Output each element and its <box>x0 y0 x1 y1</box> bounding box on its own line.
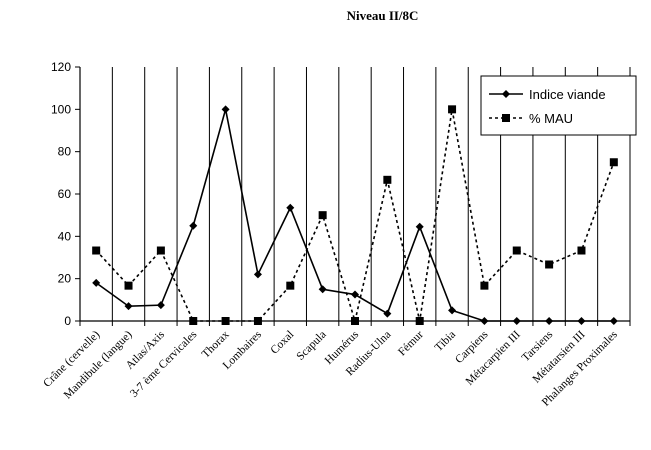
data-point-indice-viande <box>351 290 359 299</box>
data-point-indice-viande <box>448 306 457 315</box>
x-category-label: Crâne (cervelle) <box>41 329 102 390</box>
x-category-label: Fémur <box>396 329 426 359</box>
legend-label: Indice viande <box>529 87 606 102</box>
data-point-indice-viande <box>221 105 230 114</box>
data-point-pct-mau <box>351 317 359 325</box>
data-point-pct-mau <box>480 281 489 290</box>
data-point-indice-viande <box>189 221 198 230</box>
legend-marker-square <box>502 114 510 122</box>
data-point-indice-viande <box>383 309 392 318</box>
y-tick-label: 120 <box>51 60 71 74</box>
data-point-pct-mau <box>253 317 262 325</box>
data-point-indice-viande <box>92 278 101 287</box>
data-point-pct-mau <box>609 158 618 167</box>
data-point-pct-mau <box>577 246 586 255</box>
data-point-indice-viande <box>286 203 295 212</box>
data-point-indice-viande <box>512 317 521 325</box>
data-point-pct-mau <box>383 175 392 184</box>
y-tick-label: 0 <box>64 314 71 328</box>
series-line-pct-mau <box>95 109 615 325</box>
data-point-indice-viande <box>545 317 554 325</box>
data-point-pct-mau <box>124 281 133 290</box>
series <box>92 105 618 325</box>
data-point-pct-mau <box>415 317 424 325</box>
data-point-indice-viande <box>156 301 165 310</box>
y-tick-label: 60 <box>58 187 72 201</box>
data-point-pct-mau <box>448 105 457 114</box>
data-point-indice-viande <box>415 222 424 231</box>
y-tick-label: 80 <box>58 145 72 159</box>
data-point-indice-viande <box>609 317 618 325</box>
data-point-indice-viande <box>318 285 327 294</box>
y-tick-label: 40 <box>58 229 72 243</box>
legend-box <box>480 75 637 136</box>
series-line-indice-viande <box>95 109 614 322</box>
data-point-pct-mau <box>221 317 230 325</box>
data-point-pct-mau <box>156 246 165 255</box>
data-point-pct-mau <box>92 246 101 255</box>
data-point-indice-viande <box>480 317 489 325</box>
y-tick-label: 100 <box>51 102 71 116</box>
chart-title: Niveau II/8C <box>346 8 419 23</box>
legend: Indice viande % MAU <box>480 75 637 136</box>
data-point-indice-viande <box>253 270 262 279</box>
data-point-pct-mau <box>512 246 521 255</box>
data-point-indice-viande <box>577 317 586 325</box>
data-point-pct-mau <box>189 317 198 325</box>
legend-marker-diamond <box>502 90 510 98</box>
x-category-label: Tibia <box>433 329 458 354</box>
legend-label: % MAU <box>529 111 573 126</box>
data-point-indice-viande <box>124 302 133 311</box>
data-point-pct-mau <box>286 281 295 290</box>
data-point-pct-mau <box>545 260 554 269</box>
data-point-pct-mau <box>318 211 327 220</box>
y-tick-label: 20 <box>58 272 72 286</box>
x-category-label: Coxal <box>268 329 296 357</box>
